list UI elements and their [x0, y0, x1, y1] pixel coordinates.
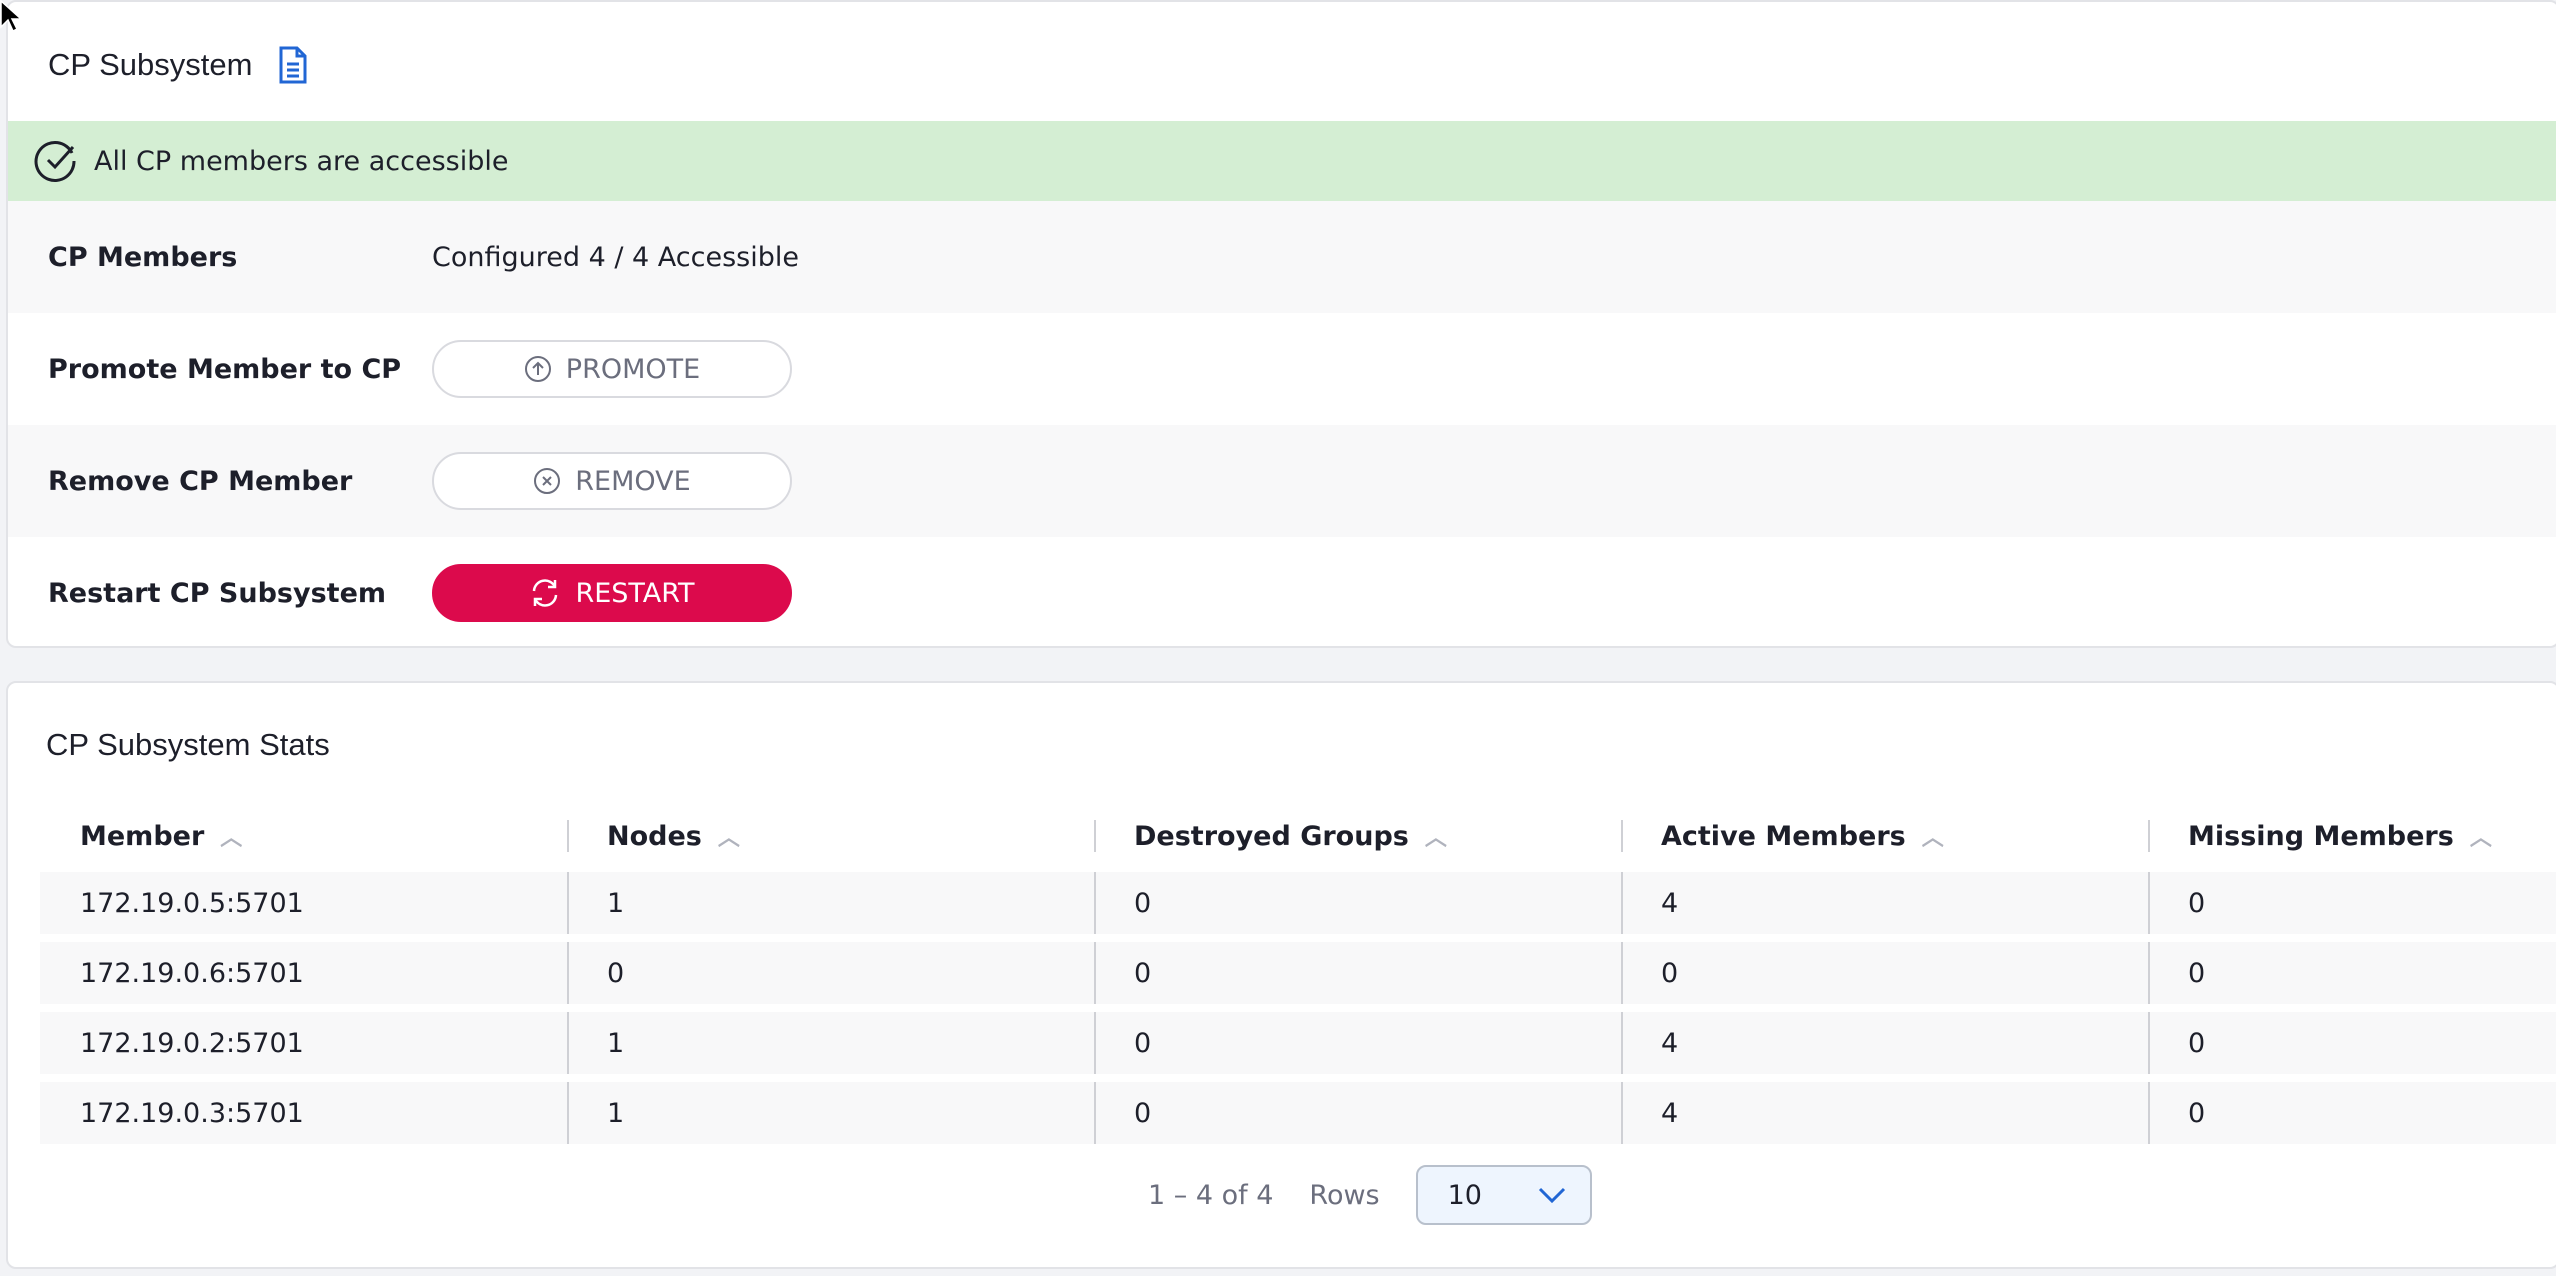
cp-subsystem-panel: CP Subsystem All CP members are accessib…: [6, 0, 2556, 648]
table-cell: 1: [567, 872, 1094, 934]
table-cell: 0: [2148, 872, 2556, 934]
table-cell: 0: [2148, 942, 2556, 1004]
status-banner: All CP members are accessible: [8, 121, 2556, 201]
table-cell: 0: [2148, 1082, 2556, 1144]
table-cell: 172.19.0.6:5701: [40, 942, 567, 1004]
table-cell: 4: [1621, 1012, 2148, 1074]
remove-label: Remove CP Member: [48, 465, 353, 497]
sort-icon[interactable]: ︿: [717, 826, 740, 851]
document-icon[interactable]: [278, 46, 308, 84]
stats-title: CP Subsystem Stats: [46, 727, 330, 762]
pagination: 1 – 4 of 4 Rows 10: [1148, 1165, 1592, 1225]
remove-button[interactable]: REMOVE: [432, 452, 792, 510]
panel-header: CP Subsystem: [48, 46, 308, 84]
table-cell: 0: [1094, 872, 1621, 934]
stats-table: Member ︿ Nodes ︿ Destroyed Groups ︿ Active Mem…: [40, 800, 2556, 1152]
table-cell: 0: [1094, 1012, 1621, 1074]
column-header[interactable]: Nodes ︿: [567, 808, 1094, 864]
column-header-label: Destroyed Groups: [1134, 821, 1409, 852]
column-header[interactable]: Active Members ︿: [1621, 808, 2148, 864]
column-header[interactable]: Destroyed Groups ︿: [1094, 808, 1621, 864]
column-header-label: Active Members: [1661, 821, 1906, 852]
promote-row: Promote Member to CP PROMOTE: [8, 313, 2556, 425]
column-header[interactable]: Member ︿: [40, 808, 567, 864]
table-cell: 4: [1621, 1082, 2148, 1144]
promote-label: Promote Member to CP: [48, 353, 402, 385]
table-row: 172.19.0.5:5701 1 0 4 0: [40, 872, 2556, 934]
refresh-icon: [533, 579, 558, 607]
table-row: 172.19.0.2:5701 1 0 4 0: [40, 1012, 2556, 1074]
check-circle-icon: [34, 141, 76, 182]
column-header-label: Nodes: [607, 821, 702, 852]
remove-row: Remove CP Member REMOVE: [8, 425, 2556, 537]
column-header-label: Member: [80, 821, 205, 852]
table-cell: 0: [2148, 1012, 2556, 1074]
promote-button[interactable]: PROMOTE: [432, 340, 792, 398]
sort-icon[interactable]: ︿: [1921, 826, 1944, 851]
remove-button-label: REMOVE: [575, 465, 691, 497]
panel-title: CP Subsystem: [48, 47, 253, 82]
table-cell: 0: [1094, 942, 1621, 1004]
cp-members-row: CP Members Configured 4 / 4 Accessible: [8, 201, 2556, 313]
restart-label: Restart CP Subsystem: [48, 577, 387, 609]
table-cell: 172.19.0.3:5701: [40, 1082, 567, 1144]
restart-row: Restart CP Subsystem RESTART: [8, 537, 2556, 646]
table-cell: 4: [1621, 872, 2148, 934]
cp-members-value: Configured 4 / 4 Accessible: [432, 241, 799, 273]
table-cell: 172.19.0.2:5701: [40, 1012, 567, 1074]
sort-icon[interactable]: ︿: [220, 826, 243, 851]
rows-label: Rows: [1309, 1179, 1380, 1211]
cp-members-label: CP Members: [48, 241, 238, 273]
pagination-range: 1 – 4 of 4: [1148, 1179, 1274, 1211]
table-row: 172.19.0.6:5701 0 0 0 0: [40, 942, 2556, 1004]
table-cell: 1: [567, 1012, 1094, 1074]
table-cell: 1: [567, 1082, 1094, 1144]
table-cell: 0: [1621, 942, 2148, 1004]
column-header-label: Missing Members: [2188, 821, 2454, 852]
table-cell: 172.19.0.5:5701: [40, 872, 567, 934]
rows-per-page-value: 10: [1447, 1179, 1482, 1211]
restart-button-label: RESTART: [575, 577, 695, 609]
mouse-cursor-icon: [0, 0, 22, 33]
sort-icon[interactable]: ︿: [1424, 826, 1447, 851]
table-cell: 0: [1094, 1082, 1621, 1144]
table-cell: 0: [567, 942, 1094, 1004]
restart-button[interactable]: RESTART: [432, 564, 792, 622]
table-row: 172.19.0.3:5701 1 0 4 0: [40, 1082, 2556, 1144]
column-header[interactable]: Missing Members ︿: [2148, 808, 2556, 864]
x-circle-icon: [534, 468, 561, 494]
arrow-up-circle-icon: [524, 356, 551, 382]
banner-text: All CP members are accessible: [94, 145, 509, 177]
rows-per-page-select[interactable]: 10: [1415, 1165, 1592, 1225]
sort-icon[interactable]: ︿: [2469, 826, 2492, 851]
promote-button-label: PROMOTE: [565, 353, 701, 385]
chevron-down-icon: [1538, 1187, 1565, 1203]
